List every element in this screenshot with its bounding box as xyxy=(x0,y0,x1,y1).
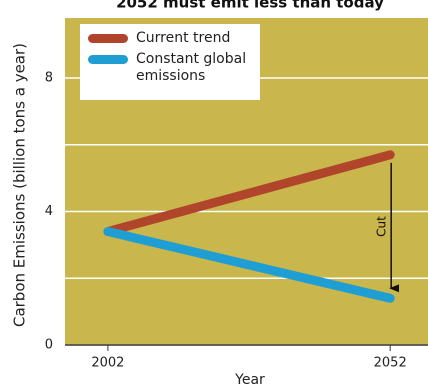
legend-swatch xyxy=(88,34,128,43)
y-tick-label: 0 xyxy=(45,338,53,353)
y-tick-label: 4 xyxy=(45,204,53,219)
x-axis-label: Year xyxy=(234,372,265,388)
series-line xyxy=(103,227,395,303)
x-tick-label: 2052 xyxy=(374,356,407,371)
legend-swatch xyxy=(88,55,128,64)
legend-entry: Current trend xyxy=(88,30,252,47)
series-line xyxy=(103,150,395,237)
chart-title: 2052 must emit less than today xyxy=(116,0,384,12)
legend: Current trend Constant global emissions xyxy=(80,24,260,100)
legend-entry: Constant global emissions xyxy=(88,51,252,85)
x-tick-label: 2002 xyxy=(91,356,124,371)
annotation: Cut xyxy=(375,216,389,237)
y-tick-label: 8 xyxy=(45,71,53,86)
legend-label: Constant global emissions xyxy=(136,51,247,84)
y-axis-label: Carbon Emissions (billion tons a year) xyxy=(11,43,29,327)
legend-label: Current trend xyxy=(136,30,231,46)
